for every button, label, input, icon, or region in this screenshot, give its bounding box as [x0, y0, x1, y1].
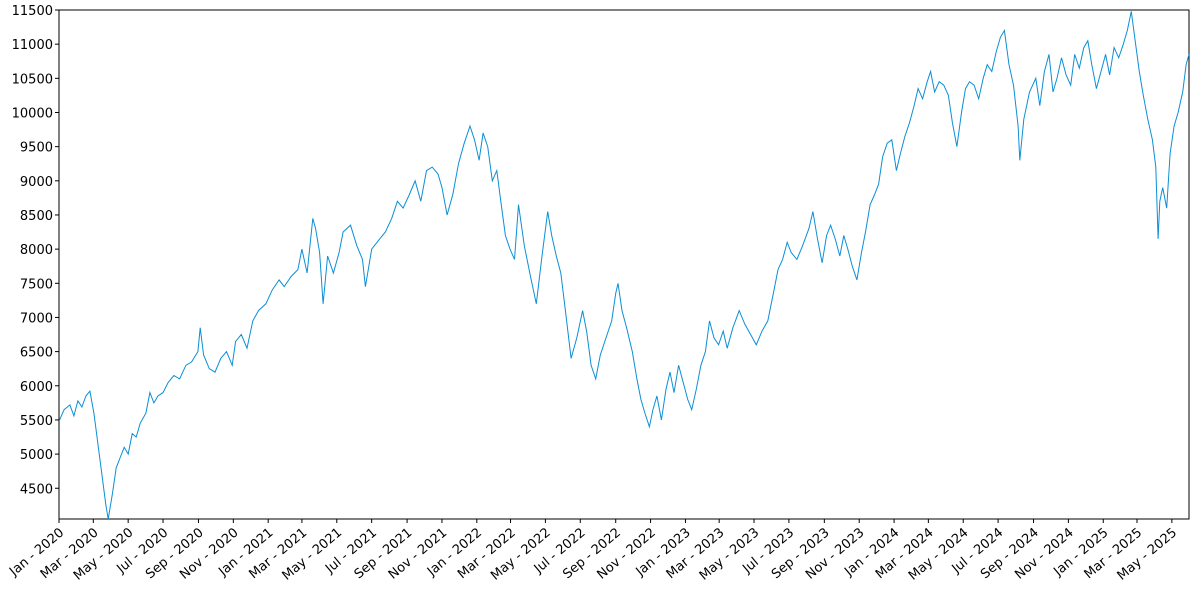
y-tick-label: 5500	[20, 414, 53, 429]
y-tick-label: 6500	[20, 346, 53, 361]
y-tick-label: 7500	[20, 277, 53, 292]
series-line	[59, 11, 1190, 520]
y-tick-label: 6000	[20, 380, 53, 395]
y-tick-label: 11000	[12, 38, 53, 53]
y-tick-label: 9500	[20, 141, 53, 156]
y-tick-label: 7000	[20, 311, 53, 326]
y-tick-label: 4500	[20, 482, 53, 497]
y-tick-label: 10500	[12, 72, 53, 87]
y-tick-label: 11500	[12, 4, 53, 19]
y-tick-label: 8000	[20, 243, 53, 258]
y-axis: 4500 5000 5500 6000 6500 7000 7500 8000 8500 9000…	[12, 4, 59, 497]
plot-frame	[58, 9, 1190, 520]
y-tick-label: 5000	[20, 448, 53, 463]
y-tick-label: 8500	[20, 209, 53, 224]
plot-area	[58, 9, 1190, 520]
y-tick-label: 9000	[20, 175, 53, 190]
y-tick-label: 10000	[12, 106, 53, 121]
